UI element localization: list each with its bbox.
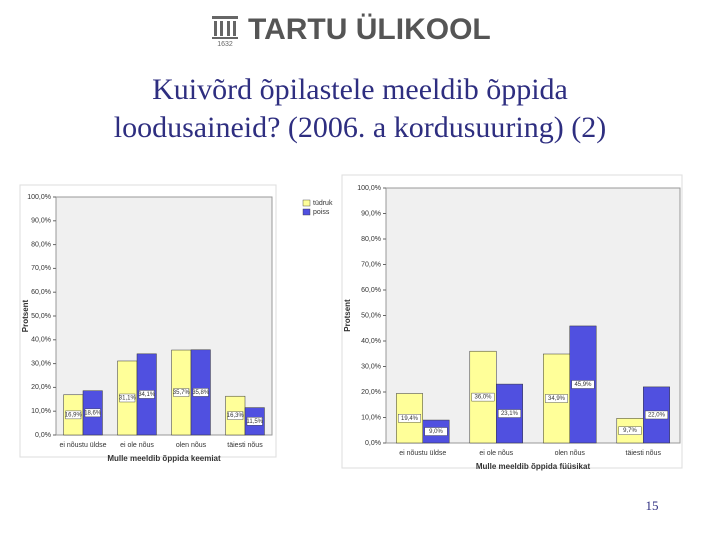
y-tick-label: 80,0% (361, 236, 381, 243)
y-tick-label: 30,0% (361, 363, 381, 370)
logo-icon (212, 16, 238, 39)
value-label: 16,9% (65, 412, 83, 418)
y-tick-label: 60,0% (361, 287, 381, 294)
y-tick-label: 80,0% (31, 241, 51, 248)
legend-label: tüdruk (313, 200, 333, 207)
value-label-box (645, 410, 668, 420)
x-tick-label: olen nõus (555, 450, 586, 457)
value-label: 36,0% (475, 395, 493, 401)
y-tick-label: 40,0% (31, 337, 51, 344)
value-label: 45,9% (574, 382, 592, 388)
y-tick-label: 30,0% (31, 360, 51, 367)
x-tick-label: ei ole nõus (479, 450, 513, 457)
y-tick-label: 70,0% (31, 265, 51, 272)
x-axis-label: Mulle meeldib õppida füüsikat (476, 462, 591, 471)
y-tick-label: 20,0% (31, 384, 51, 391)
value-label-box (119, 393, 136, 403)
x-axis-label: Mulle meeldib õppida keemiat (107, 454, 221, 463)
value-label-box (65, 410, 82, 420)
x-tick-label: täiesti nõus (626, 450, 662, 457)
y-tick-label: 40,0% (361, 338, 381, 345)
y-tick-label: 0,0% (35, 432, 51, 439)
y-tick-label: 100,0% (357, 185, 381, 192)
value-label-box (192, 388, 209, 397)
page-number: 15 (646, 498, 659, 513)
plot-area (385, 187, 681, 444)
value-label: 22,0% (648, 413, 666, 419)
x-tick-label: täiesti nõus (227, 442, 263, 449)
value-label-box (571, 380, 595, 389)
value-label: 16,3% (227, 413, 245, 419)
value-label-box (398, 414, 421, 423)
value-label-box (618, 426, 642, 435)
value-label: 23,1% (501, 411, 519, 417)
value-label-box (84, 408, 101, 418)
y-tick-label: 50,0% (31, 313, 51, 320)
y-tick-label: 0,0% (365, 440, 381, 447)
value-label: 35,7% (173, 390, 191, 396)
y-tick-label: 100,0% (27, 194, 51, 201)
value-label: 9,7% (623, 428, 637, 434)
x-tick-label: ei nõustu üldse (59, 442, 106, 449)
value-label: 34,9% (548, 396, 566, 402)
value-label-box (424, 427, 448, 436)
value-label-box (471, 392, 495, 402)
value-label: 19,4% (401, 416, 419, 422)
legend-swatch (302, 199, 311, 207)
value-label-box (545, 394, 568, 403)
y-axis-label: Protsent (21, 299, 30, 332)
value-label: 34,1% (138, 392, 156, 398)
value-label-box (173, 388, 190, 397)
value-label-box (498, 409, 521, 418)
value-label-box (227, 411, 244, 420)
legend-swatch (302, 208, 311, 216)
value-label: 31,1% (119, 396, 137, 402)
y-tick-label: 70,0% (361, 261, 381, 268)
y-tick-label: 90,0% (31, 218, 51, 225)
value-label: 9,0% (429, 429, 443, 435)
value-label: 35,8% (192, 390, 210, 396)
title: Kuivõrd õpilastele meeldib õppida (152, 73, 568, 106)
y-tick-label: 20,0% (361, 389, 381, 396)
x-tick-label: ei ole nõus (120, 442, 154, 449)
x-tick-label: ei nõustu üldse (399, 450, 446, 457)
y-tick-label: 10,0% (31, 408, 51, 415)
y-tick-label: 10,0% (361, 414, 381, 421)
y-tick-label: 60,0% (31, 289, 51, 296)
value-label-box (246, 417, 263, 426)
x-tick-label: olen nõus (176, 442, 207, 449)
title: loodusaineid? (2006. a kordusuuring) (2) (114, 111, 606, 144)
value-label: 11,5% (246, 419, 263, 425)
logo-year: 1632 (217, 41, 233, 48)
legend-label: poiss (313, 209, 330, 216)
y-tick-label: 90,0% (361, 210, 381, 217)
logo-text: TARTU ÜLIKOOL (248, 13, 491, 46)
value-label-box (138, 390, 155, 399)
y-tick-label: 50,0% (361, 312, 381, 319)
y-axis-label: Protsent (343, 299, 352, 332)
value-label: 18,6% (84, 410, 102, 416)
